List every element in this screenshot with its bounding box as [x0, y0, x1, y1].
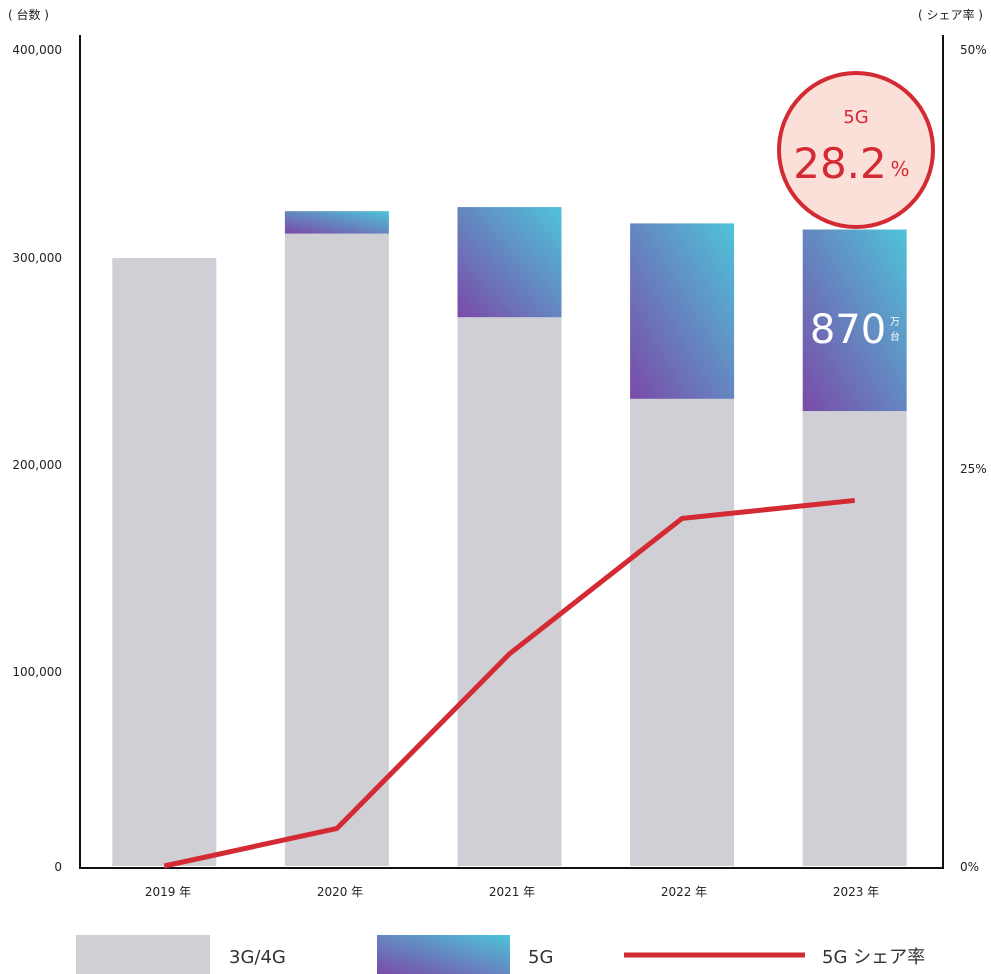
left-tick-label: 200,000	[12, 458, 62, 472]
x-tick-2023: 2023 年	[833, 885, 879, 899]
left-tick-label: 300,000	[12, 251, 62, 265]
share-rate-line	[163, 497, 855, 869]
right-tick-label: 25%	[960, 462, 987, 476]
right-tick-label: 0%	[960, 860, 979, 874]
legend-label-share: 5G シェア率	[822, 947, 925, 968]
bar-3g4g-2021	[457, 317, 562, 866]
bar-value-unit-top: 万	[890, 317, 900, 328]
x-tick-2022: 2022 年	[661, 885, 707, 899]
right-tick-label: 50%	[960, 43, 987, 57]
legend-label-5g: 5G	[528, 947, 553, 968]
left-tick-label: 400,000	[12, 43, 62, 57]
share-callout-value: 28.2	[793, 139, 887, 188]
legend-swatch-5g	[377, 935, 510, 974]
legend: 3G/4G 5G 5G シェア率	[76, 935, 925, 974]
bar-5g-2020	[284, 211, 389, 234]
bar-value-label: 870	[810, 307, 886, 353]
share-callout-circle	[777, 71, 935, 229]
share-callout: 5G 28.2 %	[777, 71, 935, 229]
share-callout-unit: %	[890, 157, 909, 181]
bar-3g4g-2019	[112, 258, 217, 867]
share-callout-title: 5G	[843, 107, 868, 128]
left-tick-label: 100,000	[12, 665, 62, 679]
left-axis-unit: ( 台数 )	[8, 7, 49, 22]
bar-value-unit-bottom: 台	[890, 330, 900, 343]
bar-5g-2021	[457, 207, 562, 318]
bars-group	[112, 207, 907, 867]
x-tick-2019: 2019 年	[145, 885, 191, 899]
x-tick-2021: 2021 年	[489, 885, 535, 899]
bar-5g-2023	[802, 229, 907, 412]
legend-swatch-3g4g	[76, 935, 210, 974]
bar-5g-2022	[630, 223, 735, 399]
x-tick-2020: 2020 年	[317, 885, 363, 899]
bar-3g4g-2022	[630, 398, 735, 866]
legend-label-3g4g: 3G/4G	[229, 947, 286, 968]
left-tick-label: 0	[54, 860, 62, 874]
bar-3g4g-2020	[284, 233, 389, 867]
right-axis-unit: ( シェア率 )	[918, 7, 983, 22]
bar-3g4g-2023	[802, 411, 907, 866]
